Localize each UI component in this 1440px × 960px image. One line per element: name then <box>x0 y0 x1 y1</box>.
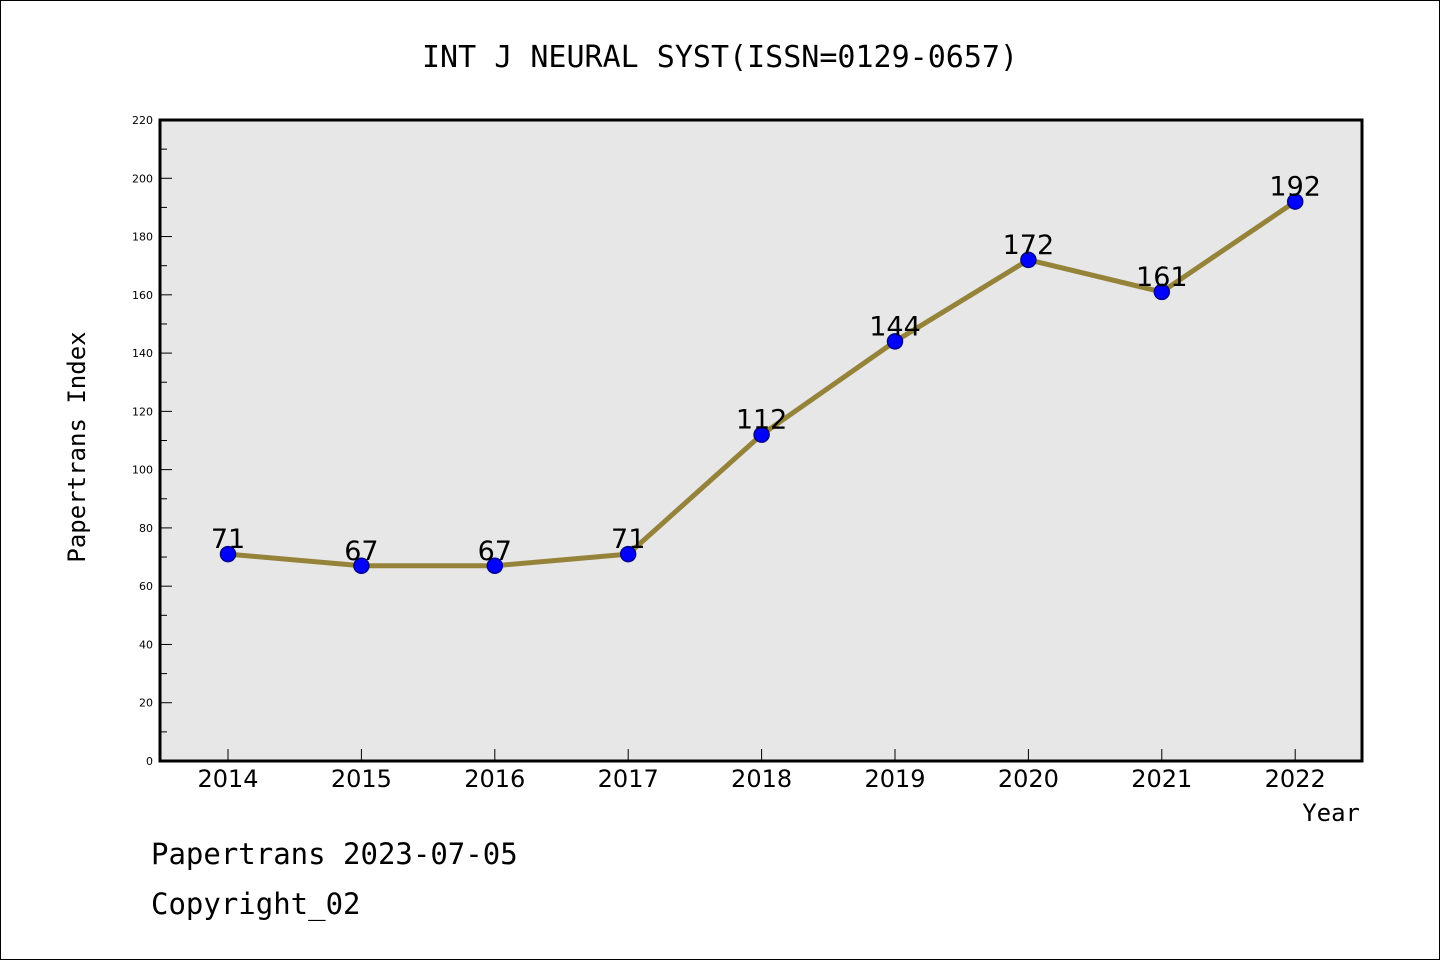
data-point <box>353 557 370 575</box>
data-label: 67 <box>478 536 512 567</box>
x-tick-label: 2018 <box>731 765 792 793</box>
y-axis-label: Papertrans Index <box>63 331 91 562</box>
y-tick-label: 200 <box>132 172 153 185</box>
y-tick-label: 40 <box>139 638 153 651</box>
y-tick-label: 20 <box>139 697 153 710</box>
y-axis: 0 20 40 60 80 100 120 140 160 180 200 220 <box>132 114 172 768</box>
data-label: 192 <box>1269 172 1321 203</box>
x-tick-label: 2017 <box>598 765 659 793</box>
data-label: 161 <box>1136 262 1188 293</box>
data-label: 71 <box>611 524 645 555</box>
y-tick-label: 160 <box>132 289 153 302</box>
data-point <box>1286 193 1304 210</box>
y-tick-label: 120 <box>132 405 153 418</box>
y-tick-label: 60 <box>139 580 153 593</box>
data-point <box>219 545 237 563</box>
x-tick-label: 2016 <box>464 765 525 793</box>
x-tick-label: 2019 <box>864 765 925 793</box>
x-tick-label: 2020 <box>998 765 1059 793</box>
y-tick-label: 220 <box>132 114 153 127</box>
y-tick-label: 80 <box>139 522 153 535</box>
data-label-group: 71 67 67 71 112 144 172 161 192 <box>211 172 1321 567</box>
x-tick-label: 2022 <box>1265 765 1326 793</box>
series-group <box>219 193 1304 575</box>
x-tick-label: 2014 <box>197 765 258 793</box>
data-point <box>1020 251 1037 269</box>
x-tick-label: 2021 <box>1131 765 1192 793</box>
footer-copyright: Copyright_02 <box>151 887 361 921</box>
data-label: 144 <box>869 311 921 342</box>
data-point <box>1153 283 1171 301</box>
data-point <box>619 545 637 563</box>
x-tick-label: 2015 <box>331 765 392 793</box>
data-label: 67 <box>344 536 378 567</box>
data-label: 172 <box>1003 230 1055 261</box>
data-label: 71 <box>211 524 245 555</box>
data-point <box>886 333 904 350</box>
footer-date: Papertrans 2023-07-05 <box>151 837 518 871</box>
data-point <box>753 426 770 443</box>
chart-title: INT J NEURAL SYST(ISSN=0129-0657) <box>422 40 1018 75</box>
x-axis-label: Year <box>1302 799 1360 827</box>
y-tick-label: 100 <box>132 464 153 477</box>
x-axis: 2014 2015 2016 2017 2018 2019 2020 2021 2022 <box>197 749 1326 793</box>
y-tick-label: 140 <box>132 347 153 360</box>
data-point <box>486 557 504 575</box>
y-tick-label: 0 <box>146 755 153 768</box>
data-label: 112 <box>736 405 788 436</box>
y-tick-label: 180 <box>132 231 153 244</box>
